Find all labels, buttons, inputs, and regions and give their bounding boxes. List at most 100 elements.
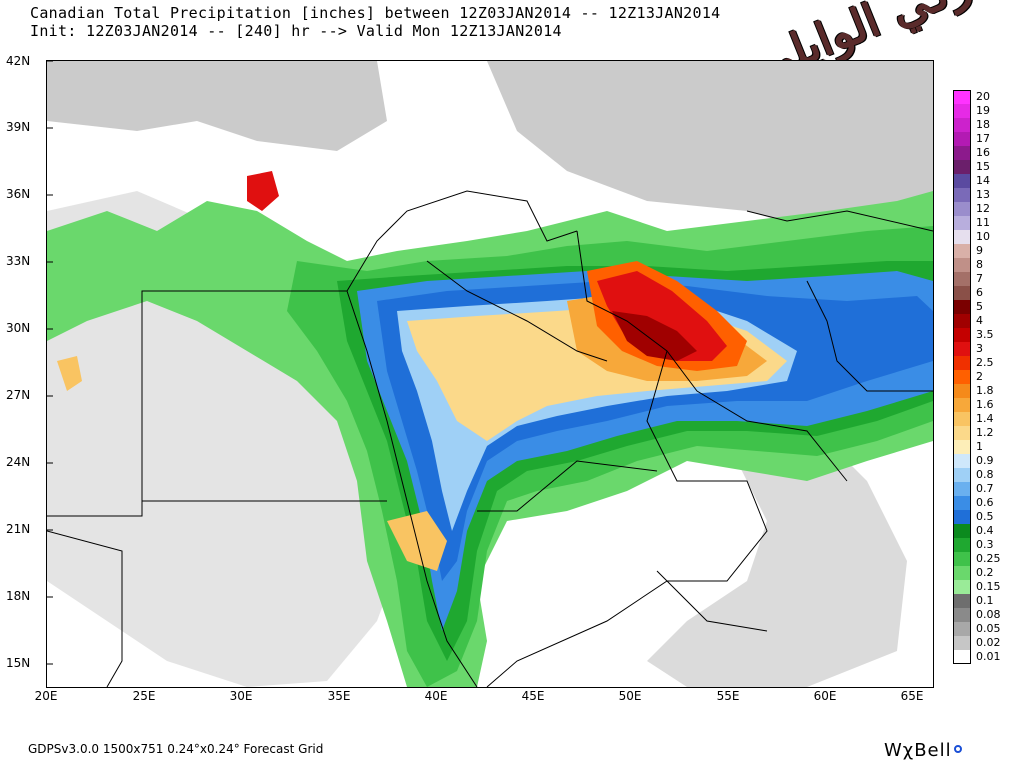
legend-label: 0.4 xyxy=(976,524,994,537)
legend-swatch xyxy=(953,356,971,370)
legend-label: 5 xyxy=(976,300,983,313)
legend-swatch xyxy=(953,524,971,538)
legend-swatch xyxy=(953,202,971,216)
legend-item: 14 xyxy=(953,174,1013,188)
legend-item: 0.05 xyxy=(953,622,1013,636)
legend-label: 0.6 xyxy=(976,496,994,509)
model-info: GDPSv3.0.0 1500x751 0.24°x0.24° Forecast… xyxy=(28,742,324,756)
legend-swatch xyxy=(953,566,971,580)
legend-item: 1.8 xyxy=(953,384,1013,398)
legend-swatch xyxy=(953,342,971,356)
legend-item: 3.5 xyxy=(953,328,1013,342)
legend-item: 17 xyxy=(953,132,1013,146)
legend-swatch xyxy=(953,594,971,608)
lon-label: 20E xyxy=(34,689,58,703)
legend-swatch xyxy=(953,314,971,328)
legend-item: 0.5 xyxy=(953,510,1013,524)
legend-swatch xyxy=(953,174,971,188)
legend-item: 0.6 xyxy=(953,496,1013,510)
legend-item: 0.01 xyxy=(953,650,1013,664)
legend-swatch xyxy=(953,160,971,174)
legend-item: 4 xyxy=(953,314,1013,328)
legend-swatch xyxy=(953,636,971,650)
legend-swatch xyxy=(953,230,971,244)
legend-swatch xyxy=(953,286,971,300)
precipitation-map xyxy=(46,60,934,688)
legend-label: 15 xyxy=(976,160,990,173)
lat-label: 42N xyxy=(6,54,31,68)
legend-label: 0.15 xyxy=(976,580,1001,593)
lat-label: 21N xyxy=(6,522,31,536)
legend-swatch xyxy=(953,412,971,426)
legend-label: 3 xyxy=(976,342,983,355)
legend-item: 0.3 xyxy=(953,538,1013,552)
legend-swatch xyxy=(953,104,971,118)
legend-item: 1.2 xyxy=(953,426,1013,440)
legend-item: 0.1 xyxy=(953,594,1013,608)
legend-label: 4 xyxy=(976,314,983,327)
lon-label: 30E xyxy=(229,689,253,703)
legend-swatch xyxy=(953,146,971,160)
legend-label: 2 xyxy=(976,370,983,383)
precipitation-field xyxy=(47,61,933,687)
legend-item: 8 xyxy=(953,258,1013,272)
legend-label: 0.2 xyxy=(976,566,994,579)
legend-item: 0.02 xyxy=(953,636,1013,650)
legend-label: 7 xyxy=(976,272,983,285)
legend-swatch xyxy=(953,608,971,622)
precip-legend: 20 19 18 17 16 15 14 13 12 11 10 9 8 7 6 5 4 3.5 3 2.5 2 1.8 1… xyxy=(953,90,1013,664)
legend-swatch xyxy=(953,552,971,566)
legend-label: 8 xyxy=(976,258,983,271)
legend-label: 19 xyxy=(976,104,990,117)
country-borders xyxy=(47,190,933,687)
legend-item: 0.8 xyxy=(953,468,1013,482)
legend-item: 7 xyxy=(953,272,1013,286)
legend-label: 16 xyxy=(976,146,990,159)
grid-ticks xyxy=(47,61,53,665)
legend-label: 0.3 xyxy=(976,538,994,551)
legend-item: 15 xyxy=(953,160,1013,174)
legend-swatch xyxy=(953,244,971,258)
legend-label: 20 xyxy=(976,90,990,103)
lat-label: 24N xyxy=(6,455,31,469)
legend-item: 1.4 xyxy=(953,412,1013,426)
legend-label: 0.5 xyxy=(976,510,994,523)
legend-label: 0.05 xyxy=(976,622,1001,635)
legend-swatch xyxy=(953,132,971,146)
legend-item: 9 xyxy=(953,244,1013,258)
legend-swatch xyxy=(953,370,971,384)
legend-label: 0.1 xyxy=(976,594,994,607)
legend-item: 0.9 xyxy=(953,454,1013,468)
lat-label: 36N xyxy=(6,187,31,201)
legend-swatch xyxy=(953,300,971,314)
brand-logo: WχBell xyxy=(884,740,952,761)
legend-label: 0.7 xyxy=(976,482,994,495)
legend-label: 10 xyxy=(976,230,990,243)
legend-swatch xyxy=(953,496,971,510)
legend-item: 6 xyxy=(953,286,1013,300)
legend-swatch xyxy=(953,328,971,342)
legend-label: 0.25 xyxy=(976,552,1001,565)
legend-label: 18 xyxy=(976,118,990,131)
legend-swatch xyxy=(953,482,971,496)
legend-item: 18 xyxy=(953,118,1013,132)
legend-swatch xyxy=(953,258,971,272)
lon-label: 25E xyxy=(132,689,156,703)
legend-item: 11 xyxy=(953,216,1013,230)
legend-swatch xyxy=(953,118,971,132)
legend-item: 1.6 xyxy=(953,398,1013,412)
map-subtitle: Init: 12Z03JAN2014 -- [240] hr --> Valid… xyxy=(30,22,562,40)
legend-item: 3 xyxy=(953,342,1013,356)
legend-item: 20 xyxy=(953,90,1013,104)
lon-label: 35E xyxy=(327,689,351,703)
legend-label: 1.2 xyxy=(976,426,994,439)
legend-label: 6 xyxy=(976,286,983,299)
legend-swatch xyxy=(953,384,971,398)
legend-item: 10 xyxy=(953,230,1013,244)
legend-item: 1 xyxy=(953,440,1013,454)
legend-swatch xyxy=(953,90,971,104)
legend-swatch xyxy=(953,272,971,286)
legend-item: 2.5 xyxy=(953,356,1013,370)
lon-label: 55E xyxy=(716,689,740,703)
legend-item: 0.4 xyxy=(953,524,1013,538)
